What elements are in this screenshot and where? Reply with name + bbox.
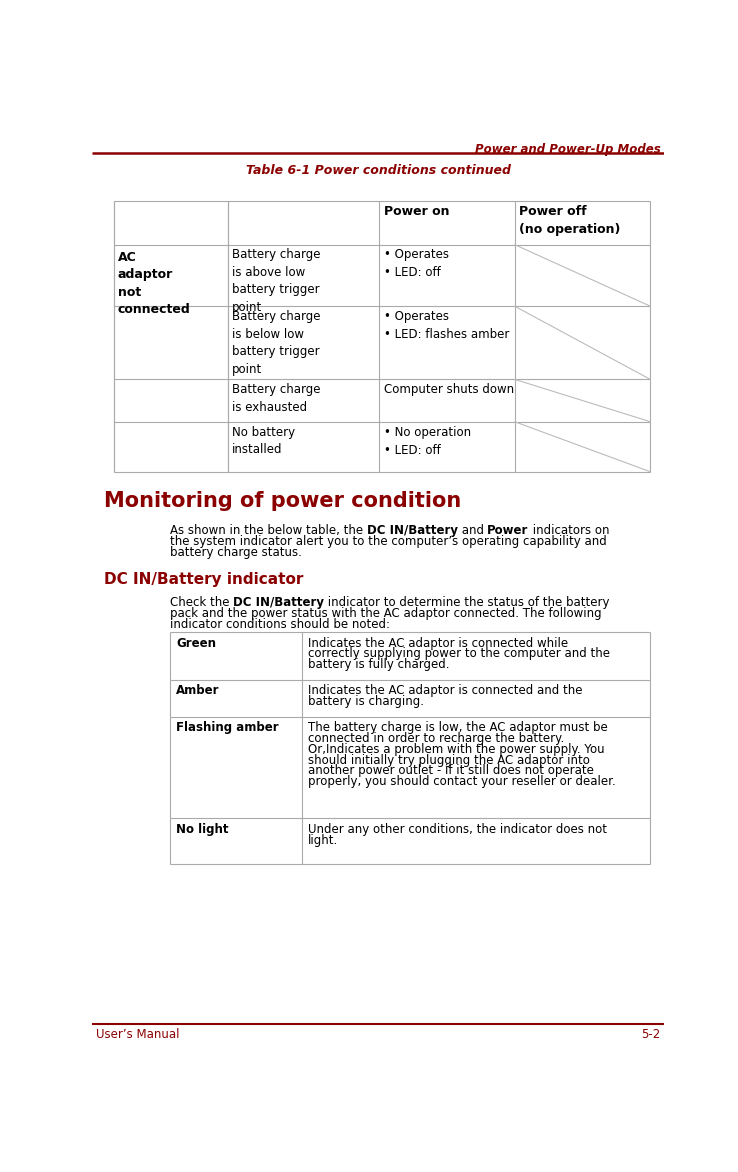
Text: battery is fully charged.: battery is fully charged. — [308, 659, 449, 672]
Text: Indicates the AC adaptor is connected and the: Indicates the AC adaptor is connected an… — [308, 684, 582, 697]
Text: Or,Indicates a problem with the power supply. You: Or,Indicates a problem with the power su… — [308, 743, 604, 756]
Text: As shown in the below table, the: As shown in the below table, the — [170, 524, 367, 537]
Text: Under any other conditions, the indicator does not: Under any other conditions, the indicato… — [308, 823, 607, 836]
Text: indicators on: indicators on — [528, 524, 610, 537]
Text: another power outlet - if it still does not operate: another power outlet - if it still does … — [308, 764, 593, 777]
Text: Computer shuts down: Computer shuts down — [384, 383, 514, 396]
Text: pack and the power status with the AC adaptor connected. The following: pack and the power status with the AC ad… — [170, 607, 601, 620]
Text: The battery charge is low, the AC adaptor must be: The battery charge is low, the AC adapto… — [308, 721, 607, 734]
Text: properly, you should contact your reseller or dealer.: properly, you should contact your resell… — [308, 775, 615, 788]
Text: DC IN/Battery: DC IN/Battery — [233, 597, 324, 609]
Text: User’s Manual: User’s Manual — [96, 1029, 179, 1042]
Text: AC
adaptor
not
connected: AC adaptor not connected — [118, 251, 190, 316]
Text: • Operates
• LED: flashes amber: • Operates • LED: flashes amber — [384, 311, 509, 341]
Text: should initially try plugging the AC adaptor into: should initially try plugging the AC ada… — [308, 754, 590, 766]
Text: Power off
(no operation): Power off (no operation) — [520, 205, 621, 236]
Text: light.: light. — [308, 833, 338, 846]
Text: • No operation
• LED: off: • No operation • LED: off — [384, 425, 471, 457]
Text: Monitoring of power condition: Monitoring of power condition — [104, 491, 461, 511]
Text: Flashing amber: Flashing amber — [176, 721, 278, 734]
Text: and: and — [458, 524, 487, 537]
Text: Power and Power-Up Modes: Power and Power-Up Modes — [475, 143, 661, 156]
Text: indicator to determine the status of the battery: indicator to determine the status of the… — [324, 597, 610, 609]
Text: Green: Green — [176, 636, 216, 649]
Text: connected in order to recharge the battery.: connected in order to recharge the batte… — [308, 732, 564, 745]
Text: Battery charge
is below low
battery trigger
point: Battery charge is below low battery trig… — [232, 311, 320, 375]
Text: Power: Power — [487, 524, 528, 537]
Text: 5-2: 5-2 — [641, 1029, 661, 1042]
Text: the system indicator alert you to the computer’s operating capability and: the system indicator alert you to the co… — [170, 534, 607, 547]
Text: Indicates the AC adaptor is connected while: Indicates the AC adaptor is connected wh… — [308, 636, 568, 649]
Text: Check the: Check the — [170, 597, 233, 609]
Text: DC IN/Battery: DC IN/Battery — [367, 524, 458, 537]
Text: No light: No light — [176, 823, 229, 836]
Text: battery charge status.: battery charge status. — [170, 546, 302, 559]
Text: Table 6-1 Power conditions continued: Table 6-1 Power conditions continued — [246, 164, 511, 177]
Text: correctly supplying power to the computer and the: correctly supplying power to the compute… — [308, 647, 610, 660]
Text: DC IN/Battery indicator: DC IN/Battery indicator — [104, 572, 303, 587]
Text: Power on: Power on — [384, 205, 449, 218]
Text: No battery
installed: No battery installed — [232, 425, 295, 456]
Text: indicator conditions should be noted:: indicator conditions should be noted: — [170, 618, 390, 631]
Text: Battery charge
is exhausted: Battery charge is exhausted — [232, 383, 320, 414]
Text: Amber: Amber — [176, 684, 219, 697]
Text: • Operates
• LED: off: • Operates • LED: off — [384, 248, 449, 279]
Text: Battery charge
is above low
battery trigger
point: Battery charge is above low battery trig… — [232, 248, 320, 314]
Text: battery is charging.: battery is charging. — [308, 695, 424, 708]
